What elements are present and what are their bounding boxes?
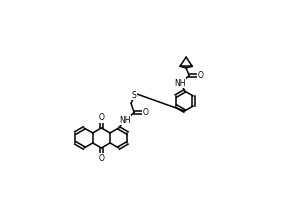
Text: S: S — [132, 91, 136, 100]
Text: NH: NH — [119, 116, 130, 125]
Text: O: O — [98, 154, 104, 163]
Text: O: O — [143, 108, 148, 117]
Text: O: O — [198, 71, 204, 80]
Text: NH: NH — [174, 79, 186, 88]
Text: O: O — [98, 113, 104, 122]
